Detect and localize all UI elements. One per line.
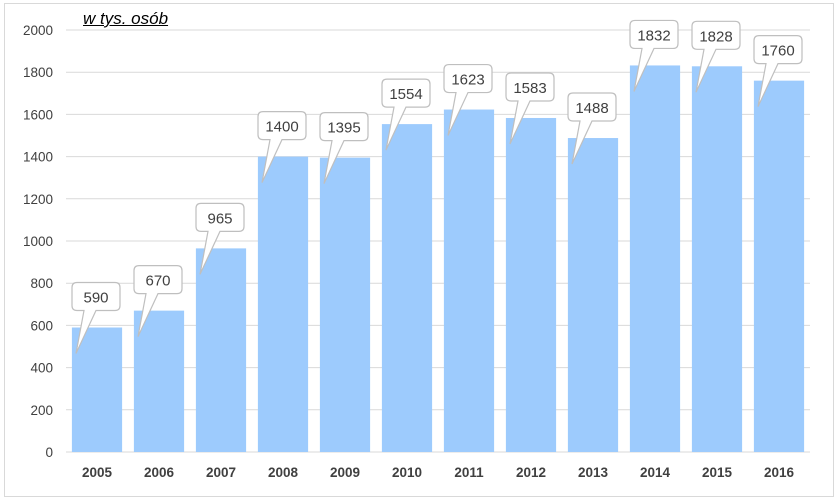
data-label: 1828	[699, 28, 732, 45]
x-tick-label: 2008	[268, 465, 299, 480]
data-label-callout	[567, 92, 617, 165]
data-label-callout	[443, 63, 493, 136]
y-tick-label: 1400	[23, 150, 53, 165]
y-tick-label: 1800	[23, 65, 53, 80]
y-tick-label: 1200	[23, 192, 53, 207]
bar	[381, 124, 433, 452]
x-tick-label: 2016	[764, 465, 795, 480]
y-tick-label: 200	[30, 403, 53, 418]
x-tick-label: 2015	[702, 465, 733, 480]
data-label: 590	[83, 290, 108, 307]
bar	[71, 327, 123, 452]
data-label-callout	[753, 35, 803, 107]
bar	[629, 65, 681, 452]
data-label: 965	[207, 210, 232, 227]
data-label: 1395	[327, 120, 360, 137]
bar	[691, 66, 743, 453]
x-tick-label: 2013	[578, 465, 609, 480]
x-tick-label: 2012	[516, 465, 546, 480]
bar	[443, 109, 495, 452]
x-tick-label: 2010	[392, 465, 422, 480]
bar	[133, 310, 185, 452]
data-label-callout	[691, 20, 741, 93]
x-tick-label: 2005	[82, 465, 113, 480]
x-tick-label: 2011	[454, 465, 484, 480]
x-tick-label: 2014	[640, 465, 671, 480]
y-tick-label: 2000	[23, 23, 53, 38]
data-label-callout	[629, 19, 679, 92]
bar	[505, 117, 557, 452]
bar	[567, 138, 619, 453]
bar	[319, 157, 371, 452]
data-label: 1623	[451, 72, 484, 89]
x-tick-label: 2006	[144, 465, 175, 480]
data-label: 1488	[575, 100, 608, 117]
data-label: 1583	[513, 80, 546, 97]
bar	[753, 80, 805, 452]
data-label-callout	[505, 72, 555, 145]
bar	[195, 248, 247, 452]
y-tick-label: 400	[30, 361, 53, 376]
data-label: 1760	[761, 43, 794, 60]
data-label: 670	[145, 273, 170, 290]
data-label: 1554	[389, 86, 422, 103]
y-tick-label: 1000	[23, 234, 53, 249]
data-label-callout	[381, 78, 431, 151]
data-label-callout	[133, 265, 183, 337]
data-label: 1400	[265, 119, 298, 136]
data-label-callout	[319, 112, 369, 184]
x-tick-label: 2009	[330, 465, 360, 480]
data-label-callout	[195, 202, 245, 275]
bar	[257, 156, 309, 452]
y-tick-label: 0	[45, 445, 53, 460]
x-tick-label: 2007	[206, 465, 236, 480]
data-label-callout	[71, 281, 121, 354]
data-label-callout	[257, 111, 307, 183]
data-label: 1832	[637, 27, 670, 44]
unit-label: w tys. osób	[83, 9, 169, 28]
y-tick-label: 600	[30, 318, 53, 333]
y-tick-label: 800	[30, 276, 53, 291]
y-tick-label: 1600	[23, 107, 53, 122]
